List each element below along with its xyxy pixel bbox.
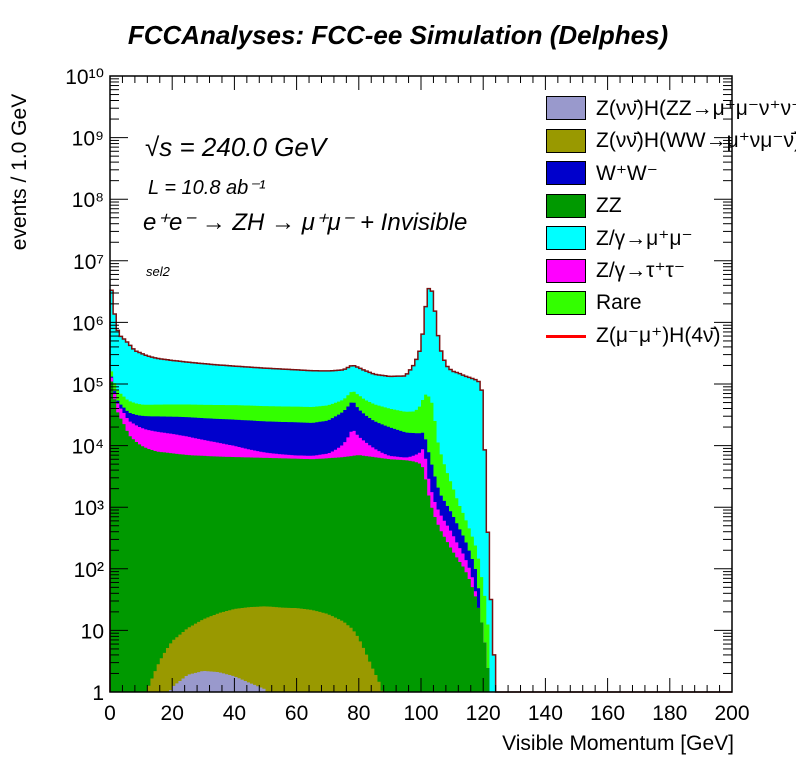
chart-title: FCCAnalyses: FCC-ee Simulation (Delphes) xyxy=(127,20,669,50)
legend-color-swatch xyxy=(546,226,586,250)
legend-color-swatch xyxy=(546,161,586,185)
legend-color-swatch xyxy=(546,258,586,283)
x-tick-label: 160 xyxy=(590,702,625,725)
y-tick-label: 10⁵ xyxy=(72,374,104,397)
selection-annotation: sel2 xyxy=(146,264,170,279)
legend-label: Z(νν̄)H(ZZ→μ⁺μ⁻ν⁺ν⁻) xyxy=(596,96,796,120)
legend-label: Z/γ→μ⁺μ⁻ xyxy=(596,226,693,250)
stacked-fills xyxy=(110,288,732,692)
x-tick-label: 180 xyxy=(652,702,687,725)
legend-entry: Z(νν̄)H(WW→μ⁺νμ⁻ν̄) xyxy=(546,126,796,156)
x-tick-label: 20 xyxy=(161,702,184,725)
legend-entry: Z(νν̄)H(ZZ→μ⁺μ⁻ν⁺ν⁻) xyxy=(546,93,796,123)
x-tick-label: 60 xyxy=(285,702,308,725)
legend-color-swatch xyxy=(546,96,586,120)
legend-label: Z(νν̄)H(WW→μ⁺νμ⁻ν̄) xyxy=(596,129,796,152)
x-tick-label: 40 xyxy=(223,702,246,725)
y-tick-label: 10⁶ xyxy=(72,312,104,335)
y-tick-label: 10¹⁰ xyxy=(65,66,104,89)
legend-entry: Z/γ→μ⁺μ⁻ xyxy=(546,223,693,253)
legend-entry: ZZ xyxy=(546,191,622,221)
legend-entry: W⁺W⁻ xyxy=(546,158,658,188)
x-tick-label: 200 xyxy=(714,702,749,725)
y-tick-label: 10⁷ xyxy=(73,251,104,274)
x-tick-label: 80 xyxy=(347,702,370,725)
legend-color-swatch xyxy=(546,128,586,153)
legend-line-swatch xyxy=(546,324,586,348)
plot-frame xyxy=(109,75,733,693)
y-tick-label: 10² xyxy=(74,559,104,582)
y-axis-label: events / 1.0 GeV xyxy=(8,93,31,251)
legend-color-swatch xyxy=(546,193,586,218)
y-tick-label: 10 xyxy=(81,620,104,643)
x-tick-label: 0 xyxy=(104,702,116,725)
legend-label: ZZ xyxy=(596,193,622,217)
luminosity-annotation: L = 10.8 ab⁻¹ xyxy=(148,177,266,199)
y-axis-ticks: 1 10 10² 10³ 10⁴ 10⁵ 10⁶ 10⁷ 10⁸ 10⁹ 10¹⁰ xyxy=(65,66,732,705)
legend-entry: Z/γ→τ⁺τ⁻ xyxy=(546,256,685,286)
process-annotation: e⁺e⁻ → ZH → μ⁺μ⁻ + Invisible xyxy=(143,209,468,236)
legend: Z(νν̄)H(ZZ→μ⁺μ⁻ν⁺ν⁻) Z(νν̄)H(WW→μ⁺νμ⁻ν̄) W… xyxy=(546,93,796,359)
x-axis-ticks: 0 20 40 60 80 100 120 140 160 180 200 xyxy=(104,76,750,725)
x-tick-label: 120 xyxy=(466,702,501,725)
y-tick-label: 10⁴ xyxy=(72,436,104,459)
legend-label: Z/γ→τ⁺τ⁻ xyxy=(596,259,685,282)
legend-label: W⁺W⁻ xyxy=(596,161,658,185)
y-tick-label: 1 xyxy=(92,682,104,705)
legend-entry: Rare xyxy=(546,288,642,318)
x-axis-label: Visible Momentum [GeV] xyxy=(502,732,734,755)
y-tick-label: 10⁹ xyxy=(72,128,104,151)
y-tick-label: 10³ xyxy=(74,497,104,520)
stack-fill-1 xyxy=(110,606,732,692)
y-tick-label: 10⁸ xyxy=(72,189,104,212)
legend-label: Rare xyxy=(596,291,642,314)
legend-label: Z(μ⁻μ⁺)H(4ν̄) xyxy=(596,324,721,347)
x-tick-label: 140 xyxy=(528,702,563,725)
x-tick-label: 100 xyxy=(403,702,438,725)
sqrt-s-annotation: √s = 240.0 GeV xyxy=(145,132,327,162)
legend-entry: Z(μ⁻μ⁺)H(4ν̄) xyxy=(546,321,721,351)
legend-color-swatch xyxy=(546,291,586,315)
